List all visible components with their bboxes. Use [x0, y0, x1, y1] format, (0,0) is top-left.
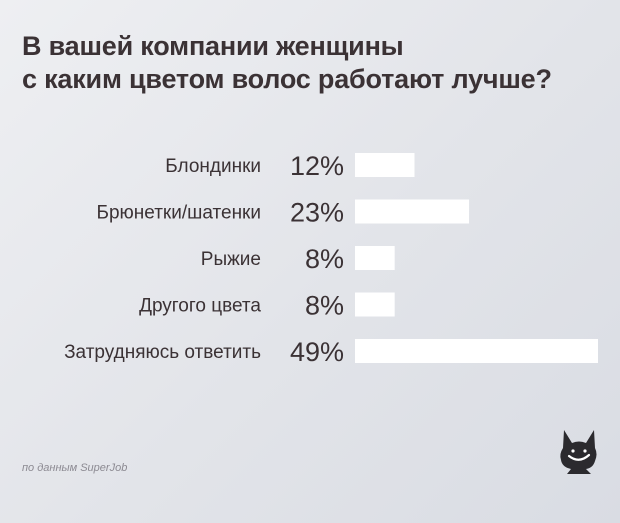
title-line-1: В вашей компании женщины: [22, 31, 404, 61]
category-label: Затрудняюсь ответить: [64, 342, 261, 363]
bar-chart: Блондинки 12% Брюнетки/шатенки 23% Рыжие 8% Др…: [64, 151, 598, 367]
category-label: Рыжие: [201, 249, 261, 270]
value-label: 8%: [305, 291, 344, 321]
bar: [355, 153, 415, 177]
bar: [355, 339, 598, 363]
superjob-dog-logo-icon: [560, 430, 597, 474]
category-label: Другого цвета: [139, 296, 261, 317]
category-label: Брюнетки/шатенки: [97, 203, 262, 224]
bar: [355, 199, 470, 224]
category-label: Блондинки: [165, 156, 261, 177]
bar: [355, 292, 395, 317]
value-label: 49%: [290, 337, 344, 367]
title-line-2: с каким цветом волос работают лучше?: [22, 64, 552, 94]
value-label: 8%: [305, 244, 344, 274]
bar: [355, 246, 395, 270]
source-note: по данным SuperJob: [22, 462, 128, 474]
value-label: 23%: [290, 198, 344, 228]
chart-title: В вашей компании женщины с каким цветом …: [22, 30, 612, 96]
value-label: 12%: [290, 151, 344, 181]
